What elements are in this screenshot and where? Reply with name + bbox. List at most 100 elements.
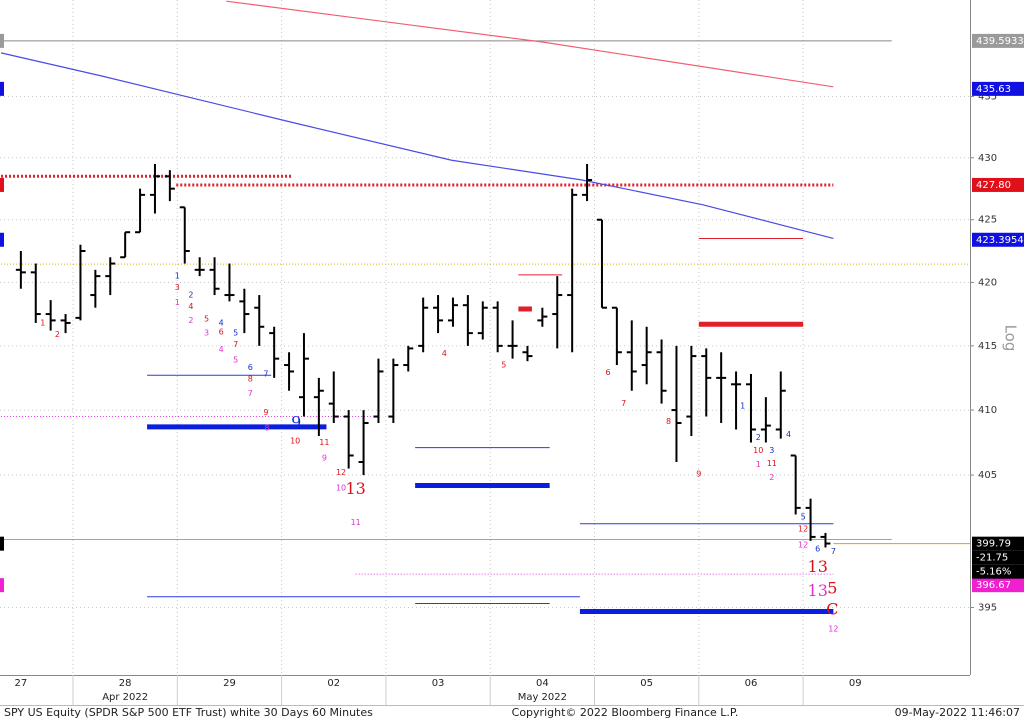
td-count: 9 xyxy=(291,413,301,432)
price-tag-label: 399.79 xyxy=(976,539,1011,550)
x-tick-label: 29 xyxy=(223,678,236,689)
x-tick-sublabel: Apr 2022 xyxy=(102,692,148,703)
td-count: 3 xyxy=(769,446,774,455)
td-count: 8 xyxy=(666,417,671,426)
price-tag xyxy=(972,33,1024,48)
x-tick-label: 27 xyxy=(14,678,27,689)
td-count: 9 xyxy=(322,454,327,463)
price-tag-label: 427.80 xyxy=(976,180,1011,191)
y-tick-label: 410 xyxy=(978,405,997,416)
td-count: 6 xyxy=(606,368,611,377)
price-tag xyxy=(972,232,1024,247)
td-count: 8 xyxy=(248,375,253,384)
td-count: 7 xyxy=(248,389,253,398)
td-count: 4 xyxy=(786,430,791,439)
price-marker xyxy=(0,177,4,192)
td-count: 4 xyxy=(219,345,224,354)
price-tag-label: 396.67 xyxy=(976,580,1011,591)
td-count: 7 xyxy=(263,370,268,379)
td-count: 5 xyxy=(827,578,837,597)
td-count: 6 xyxy=(815,544,820,553)
td-count: 12 xyxy=(828,625,838,634)
td-count: 5 xyxy=(501,361,506,370)
td-count: C xyxy=(826,600,838,619)
td-count: 7 xyxy=(233,340,238,349)
footer-title: SPY US Equity (SPDR S&P 500 ETF Trust) w… xyxy=(4,706,373,719)
x-tick-label: 09 xyxy=(849,678,862,689)
td-count: 2 xyxy=(769,473,774,482)
td-count: 5 xyxy=(233,329,238,338)
td-count: 11 xyxy=(351,518,361,527)
td-count: 10 xyxy=(753,446,763,455)
copyright: Copyright© 2022 Bloomberg Finance L.P. xyxy=(512,706,739,719)
y-tick-label: 415 xyxy=(978,341,997,352)
td-count: 6 xyxy=(219,327,224,336)
td-count: 12 xyxy=(798,524,808,533)
td-count: 10 xyxy=(336,484,346,493)
timestamp: 09-May-2022 11:46:07 xyxy=(895,706,1020,719)
change-box xyxy=(972,550,1024,565)
td-count: 4 xyxy=(188,302,193,311)
moving-average xyxy=(226,0,834,88)
price-tag xyxy=(972,578,1024,593)
td-count: 5 xyxy=(204,315,209,324)
td-count: 13 xyxy=(808,581,828,600)
td-count: 1 xyxy=(740,402,745,411)
td-count: 7 xyxy=(831,547,836,556)
td-count: 3 xyxy=(175,283,180,292)
td-count: 13 xyxy=(345,479,365,498)
price-marker xyxy=(0,33,4,48)
td-count: 6 xyxy=(248,363,253,372)
td-count: 9 xyxy=(263,408,268,417)
td-count: 12 xyxy=(336,468,346,477)
td-count: 9 xyxy=(696,469,701,478)
y-axis-label: Log xyxy=(1002,325,1020,352)
y-tick-label: 420 xyxy=(978,277,997,288)
price-tag-label: 423.3954 xyxy=(976,235,1024,246)
price-tag-label: 439.5933 xyxy=(976,36,1024,47)
y-tick-label: 405 xyxy=(978,470,997,481)
price-marker xyxy=(0,232,4,247)
td-count: 13 xyxy=(808,557,828,576)
td-count: 2 xyxy=(188,316,193,325)
price-marker xyxy=(0,81,4,96)
change-label: -21.75 xyxy=(976,553,1008,564)
td-count: 1 xyxy=(40,318,45,327)
td-count: 8 xyxy=(264,424,269,433)
x-tick-label: 02 xyxy=(327,678,340,689)
moving-average xyxy=(0,52,834,240)
price-tag xyxy=(972,177,1024,192)
y-tick-label: 395 xyxy=(978,603,997,614)
price-marker xyxy=(0,578,4,593)
y-tick-label: 430 xyxy=(978,153,997,164)
price-marker xyxy=(0,536,4,551)
td-count: 4 xyxy=(219,318,224,327)
td-count: 2 xyxy=(756,433,761,442)
td-count: 1 xyxy=(175,272,180,281)
td-count: 5 xyxy=(801,513,806,522)
price-tag xyxy=(972,536,1024,551)
td-count: 5 xyxy=(233,355,238,364)
td-count: 10 xyxy=(290,437,300,446)
x-tick-label: 06 xyxy=(745,678,758,689)
change-box xyxy=(972,564,1024,579)
td-count: 11 xyxy=(319,438,329,447)
td-count: 7 xyxy=(621,399,626,408)
x-tick-label: 04 xyxy=(536,678,549,689)
x-tick-label: 05 xyxy=(640,678,653,689)
td-count: 2 xyxy=(55,330,60,339)
td-count: 3 xyxy=(204,329,209,338)
td-count: 1 xyxy=(756,460,761,469)
td-count: 1 xyxy=(175,298,180,307)
change-label: -5.16% xyxy=(976,567,1011,578)
price-tag xyxy=(972,81,1024,96)
td-count: 2 xyxy=(188,291,193,300)
x-tick-label: 03 xyxy=(432,678,445,689)
td-count: 11 xyxy=(767,459,777,468)
y-tick-label: 425 xyxy=(978,215,997,226)
x-tick-sublabel: May 2022 xyxy=(518,692,567,703)
price-tag-label: 435.63 xyxy=(976,84,1011,95)
x-tick-label: 28 xyxy=(119,678,132,689)
